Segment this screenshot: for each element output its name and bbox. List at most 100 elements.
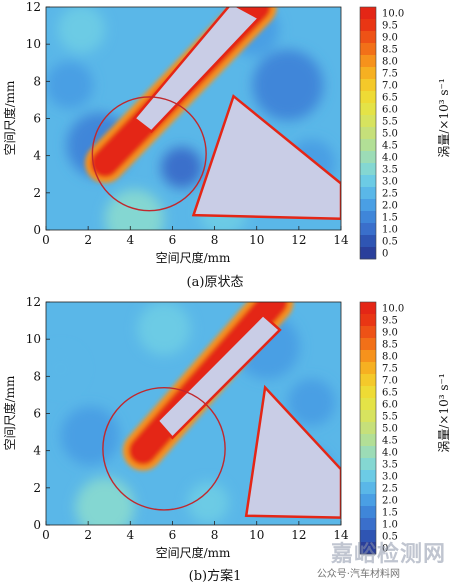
colorbar-swatch bbox=[360, 187, 376, 200]
y-tick-label: 0 bbox=[33, 518, 41, 532]
y-axis-label-b: 空间尺度/mm bbox=[2, 375, 17, 450]
y-tick-label: 4 bbox=[33, 149, 41, 163]
y-ticks-a: 0 2 4 6 8 10 12 bbox=[26, 0, 50, 237]
caption-b: (b)方案1 bbox=[189, 568, 242, 584]
colorbar-swatch bbox=[360, 163, 376, 176]
colorbar-tick-label: 8.5 bbox=[382, 45, 398, 56]
field-patch bbox=[60, 406, 120, 466]
colorbar-tick-label: 6.0 bbox=[382, 400, 398, 411]
field-patch bbox=[75, 477, 135, 525]
field-patch bbox=[187, 482, 229, 524]
field-patch bbox=[46, 61, 94, 109]
plates-a bbox=[132, 7, 341, 221]
colorbar-swatch bbox=[360, 7, 376, 20]
colorbar-tick-label: 7.0 bbox=[382, 376, 398, 387]
colorbar-swatch bbox=[360, 398, 376, 411]
colorbar-swatch bbox=[360, 326, 376, 339]
colorbar-tick-label: 0 bbox=[382, 544, 388, 555]
x-axis-label-b: 空间尺度/mm bbox=[156, 545, 231, 560]
field-patch bbox=[161, 146, 203, 189]
colorbar-swatch bbox=[360, 115, 376, 128]
x-tick-label: 14 bbox=[333, 528, 349, 542]
colorbar-swatch bbox=[360, 235, 376, 248]
colorbar-swatch bbox=[360, 518, 376, 531]
colorbar-swatch bbox=[360, 446, 376, 459]
colorbar-tick-label: 4.0 bbox=[382, 448, 398, 459]
colorbar-swatch bbox=[360, 458, 376, 471]
x-tick-label: 2 bbox=[84, 233, 92, 247]
vorticity-map-a: 0 2 4 6 8 10 12 14 0 2 4 6 8 10 12 空间尺度/mm 空间尺度/mm 10… bbox=[2, 0, 451, 290]
colorbar-tick-label: 0.5 bbox=[382, 532, 398, 543]
x-tick-label: 12 bbox=[291, 233, 306, 247]
field-patch bbox=[252, 49, 324, 121]
colorbar-swatch bbox=[360, 127, 376, 140]
colorbar-tick-label: 9.5 bbox=[382, 21, 398, 32]
colorbar-swatch bbox=[360, 374, 376, 387]
colorbar-tick-label: 1.0 bbox=[382, 225, 398, 236]
colorbar-tick-label: 1.5 bbox=[382, 213, 398, 224]
plate-shape bbox=[132, 7, 261, 134]
colorbar-a: 10.09.59.08.58.07.57.06.56.05.55.04.54.0… bbox=[359, 6, 404, 260]
colorbar-tick-label: 3.0 bbox=[382, 177, 398, 188]
x-tick-label: 10 bbox=[249, 528, 264, 542]
x-tick-label: 8 bbox=[211, 233, 219, 247]
colorbar-swatch bbox=[360, 410, 376, 423]
colorbar-swatch bbox=[360, 91, 376, 104]
watermark-account: 公众号·汽车材料网 bbox=[316, 569, 400, 580]
field-patch bbox=[105, 189, 164, 230]
colorbar-frame bbox=[359, 6, 377, 260]
colorbar-swatch bbox=[360, 482, 376, 495]
colorbar-swatch bbox=[360, 542, 376, 555]
colorbar-tick-label: 2.0 bbox=[382, 201, 398, 212]
colorbar-tick-label: 6.5 bbox=[382, 93, 398, 104]
colorbar-swatch bbox=[360, 43, 376, 56]
colorbar-tick-label: 4.5 bbox=[382, 436, 398, 447]
highlight-circle-b bbox=[102, 387, 226, 511]
colorbar-tick-label: 10.0 bbox=[382, 9, 404, 20]
x-tick-label: 2 bbox=[84, 528, 92, 542]
y-tick-label: 0 bbox=[33, 223, 41, 237]
colorbar-tick-label: 4.5 bbox=[382, 141, 398, 152]
colorbar-swatch bbox=[360, 139, 376, 152]
x-tick-label: 0 bbox=[42, 233, 50, 247]
colorbar-swatch bbox=[360, 302, 376, 315]
colorbar-tick-label: 5.0 bbox=[382, 129, 398, 140]
colorbar-tick-label: 7.5 bbox=[382, 364, 398, 375]
colorbar-swatch bbox=[360, 338, 376, 351]
x-tick-label: 10 bbox=[249, 233, 264, 247]
colorbar-tick-label: 8.0 bbox=[382, 352, 398, 363]
x-tick-label: 14 bbox=[333, 233, 349, 247]
y-tick-label: 10 bbox=[26, 332, 41, 346]
colorbar-swatch bbox=[360, 175, 376, 188]
colorbar-swatch bbox=[360, 434, 376, 447]
colorbar-swatch bbox=[360, 211, 376, 224]
vorticity-map-b: 0 2 4 6 8 10 12 14 0 2 4 6 8 10 12 空间尺度/mm 空间尺度/mm 10… bbox=[2, 295, 451, 584]
colorbar-swatch bbox=[360, 470, 376, 483]
colorbar-tick-label: 2.5 bbox=[382, 189, 398, 200]
y-axis-label-a: 空间尺度/mm bbox=[2, 80, 17, 155]
caption-a: (a)原状态 bbox=[187, 275, 244, 290]
y-tick-label: 6 bbox=[33, 112, 41, 126]
field-patch bbox=[46, 348, 82, 390]
colorbar-swatch bbox=[360, 79, 376, 92]
colorbar-tick-label: 4.0 bbox=[382, 153, 398, 164]
watermark-logo: 嘉峪检测网 bbox=[330, 542, 446, 567]
colorbar-tick-label: 7.5 bbox=[382, 69, 398, 80]
colorbar-tick-label: 9.0 bbox=[382, 33, 398, 44]
plate-shape bbox=[191, 94, 341, 221]
colorbar-tick-label: 1.5 bbox=[382, 508, 398, 519]
field-patch bbox=[57, 7, 105, 53]
colorbar-swatch bbox=[360, 386, 376, 399]
x-axis-label-a: 空间尺度/mm bbox=[156, 250, 231, 265]
colorbar-swatch bbox=[360, 31, 376, 44]
colorbar-tick-label: 7.0 bbox=[382, 81, 398, 92]
colorbar-tick-label: 6.5 bbox=[382, 388, 398, 399]
colorbar-swatch bbox=[360, 223, 376, 236]
colorbar-swatch bbox=[360, 530, 376, 543]
x-ticks-a: 0 2 4 6 8 10 12 14 bbox=[42, 226, 349, 247]
colorbar-tick-label: 5.5 bbox=[382, 117, 398, 128]
y-tick-label: 8 bbox=[33, 74, 41, 88]
field-patch bbox=[137, 302, 191, 356]
colorbar-label-a: 涡量/×10³ s⁻¹ bbox=[437, 78, 451, 157]
colorbar-swatch bbox=[360, 506, 376, 519]
